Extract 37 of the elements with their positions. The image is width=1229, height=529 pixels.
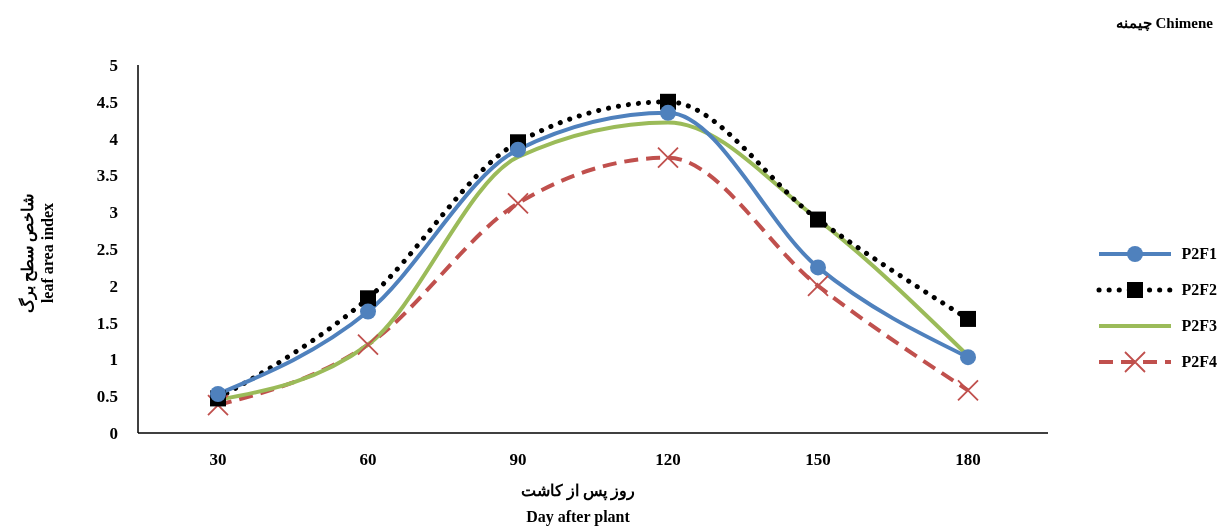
point — [360, 303, 376, 320]
point — [510, 141, 526, 158]
y-tick-label: 1.5 — [96, 313, 118, 333]
point — [357, 333, 379, 356]
x-tick-label: 30 — [209, 450, 227, 470]
point — [960, 310, 976, 327]
y-tick-label: 3 — [109, 203, 118, 223]
legend-label: P2F1 — [1181, 245, 1217, 263]
x-tick-label: 150 — [805, 450, 831, 470]
point — [957, 379, 979, 402]
point — [807, 274, 829, 297]
x-tick-label: 120 — [655, 450, 681, 470]
legend-label: P2F4 — [1181, 353, 1217, 371]
x-tick-label: 90 — [509, 450, 527, 470]
x-tick-label: 180 — [955, 450, 981, 470]
text: چیمنه Chimene — [1115, 14, 1213, 32]
point — [660, 104, 676, 121]
y-tick-label: 2 — [109, 276, 118, 296]
point — [960, 349, 976, 366]
legend-label: P2F3 — [1181, 317, 1217, 335]
point — [657, 146, 679, 169]
x-tick-label: 60 — [359, 450, 377, 470]
point — [810, 211, 826, 228]
legend-label: P2F2 — [1181, 281, 1217, 299]
point — [207, 394, 229, 416]
point — [810, 259, 826, 276]
y-tick-label: 0 — [109, 424, 118, 444]
point — [210, 385, 226, 402]
y-tick-label: 1 — [109, 350, 118, 370]
y-tick-label: 3.5 — [96, 166, 118, 186]
y-tick-label: 4 — [109, 129, 119, 149]
y-tick-label: 4.5 — [96, 92, 118, 112]
y-tick-label: 0.5 — [96, 387, 118, 407]
y-tick-label: 2.5 — [96, 240, 118, 260]
y-tick-label: 5 — [109, 56, 118, 76]
point — [360, 290, 376, 307]
point — [507, 192, 529, 215]
